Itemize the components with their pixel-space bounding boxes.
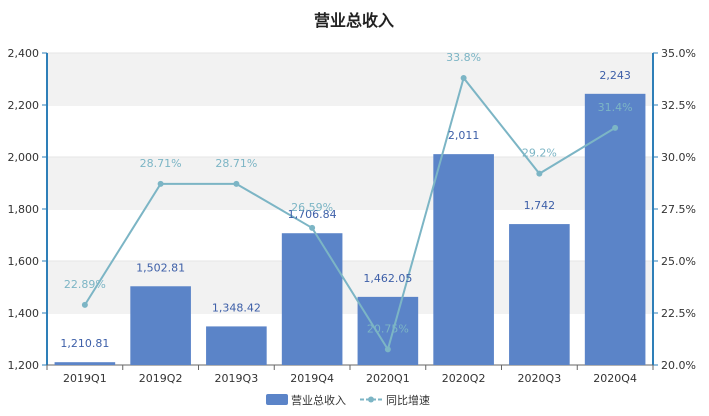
x-tick-label: 2020Q3 bbox=[518, 372, 562, 385]
growth-point bbox=[233, 180, 240, 187]
bar-value-label: 1,502.81 bbox=[136, 261, 185, 274]
growth-value-label: 33.8% bbox=[446, 51, 481, 64]
growth-value-label: 31.4% bbox=[598, 101, 633, 114]
y-left-tick-label: 2,000 bbox=[8, 151, 40, 164]
bar bbox=[206, 326, 267, 365]
plot-band bbox=[47, 53, 653, 105]
bar-value-label: 1,210.81 bbox=[60, 337, 109, 350]
x-tick-label: 2019Q1 bbox=[63, 372, 107, 385]
bar bbox=[584, 93, 646, 365]
growth-value-label: 29.2% bbox=[522, 147, 557, 160]
growth-line bbox=[84, 75, 616, 352]
bar-value-label: 2,243 bbox=[599, 69, 631, 82]
data-labels: 1,210.81 1,502.81 1,348.42 1,706.84 1,462.05… bbox=[60, 51, 632, 350]
growth-value-label: 28.71% bbox=[215, 157, 257, 170]
y-right-tick-label: 20.0% bbox=[661, 359, 696, 372]
bar bbox=[509, 224, 570, 365]
bar-value-label: 2,011 bbox=[448, 129, 480, 142]
y-left-tick-label: 1,600 bbox=[8, 255, 40, 268]
bar bbox=[130, 286, 191, 365]
y-right-tick-label: 30.0% bbox=[661, 151, 696, 164]
growth-point bbox=[612, 124, 619, 131]
axes: 1,200 1,400 1,600 1,800 2,000 2,200 2,400 20.0%… bbox=[8, 47, 696, 385]
bar-value-label: 1,462.05 bbox=[363, 272, 412, 285]
y-left-tick-label: 1,200 bbox=[8, 359, 40, 372]
growth-value-label: 26.59% bbox=[291, 201, 333, 214]
growth-point bbox=[309, 224, 316, 231]
growth-value-label: 20.75% bbox=[367, 322, 409, 335]
x-tick-label: 2019Q2 bbox=[139, 372, 183, 385]
x-tick-label: 2020Q1 bbox=[366, 372, 410, 385]
growth-point bbox=[460, 74, 467, 81]
bar bbox=[357, 296, 419, 365]
growth-point bbox=[536, 170, 543, 177]
growth-point bbox=[384, 346, 391, 353]
y-right-tick-label: 32.5% bbox=[661, 99, 696, 112]
growth-point bbox=[157, 180, 164, 187]
x-tick-label: 2019Q4 bbox=[290, 372, 334, 385]
legend-bar-swatch bbox=[266, 394, 288, 405]
x-tick-label: 2020Q2 bbox=[442, 372, 486, 385]
y-right-tick-label: 27.5% bbox=[661, 203, 696, 216]
bar-value-label: 1,348.42 bbox=[212, 301, 261, 314]
bar-value-label: 1,742 bbox=[524, 199, 556, 212]
bar bbox=[433, 154, 494, 365]
bar bbox=[54, 362, 116, 365]
line-series bbox=[81, 74, 619, 353]
growth-value-label: 28.71% bbox=[140, 157, 182, 170]
growth-value-label: 22.89% bbox=[64, 278, 106, 291]
y-right-tick-label: 25.0% bbox=[661, 255, 696, 268]
legend: 营业总收入 同比增速 bbox=[266, 393, 430, 407]
y-left-tick-label: 1,400 bbox=[8, 307, 40, 320]
legend-bar-label: 营业总收入 bbox=[291, 393, 346, 407]
y-left-tick-label: 2,400 bbox=[8, 47, 40, 60]
bar bbox=[281, 233, 343, 365]
bar-series bbox=[54, 93, 646, 365]
growth-point bbox=[81, 301, 88, 308]
y-left-tick-label: 1,800 bbox=[8, 203, 40, 216]
x-tick-label: 2020Q4 bbox=[593, 372, 637, 385]
y-right-tick-label: 35.0% bbox=[661, 47, 696, 60]
plot-band bbox=[47, 157, 653, 209]
y-right-tick-label: 22.5% bbox=[661, 307, 696, 320]
chart-title: 营业总收入 bbox=[314, 11, 394, 30]
legend-line-label: 同比增速 bbox=[386, 393, 430, 407]
bar-value-label: 1,706.84 bbox=[288, 208, 337, 221]
y-left-tick-label: 2,200 bbox=[8, 99, 40, 112]
x-tick-label: 2019Q3 bbox=[215, 372, 259, 385]
legend-line-marker bbox=[368, 396, 374, 403]
plot-bands bbox=[47, 52, 653, 314]
